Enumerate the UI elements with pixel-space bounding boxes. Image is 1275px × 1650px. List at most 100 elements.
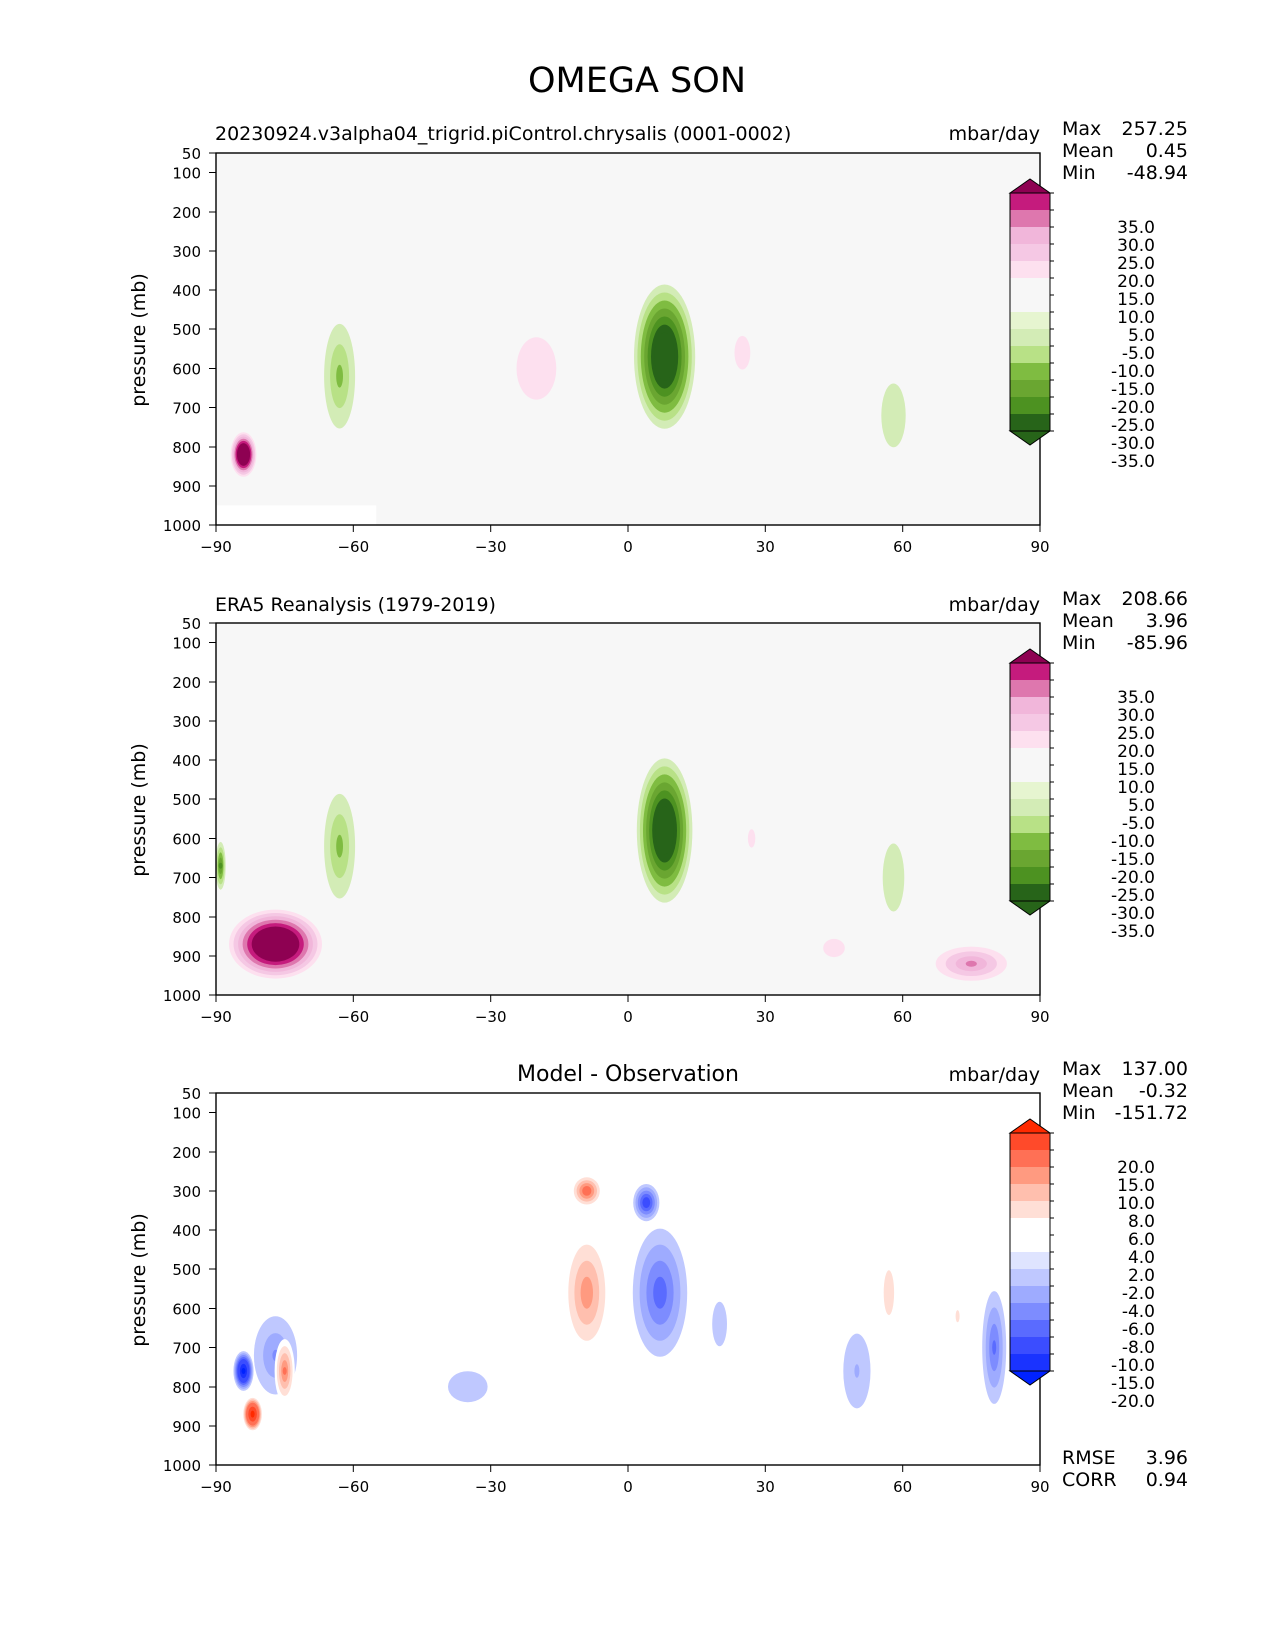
colorbar-segment xyxy=(1010,884,1050,901)
colorbar-segment xyxy=(1010,1354,1050,1371)
colorbar-level-label: -30.0 xyxy=(1111,904,1155,924)
colorbar-segment xyxy=(1010,346,1050,363)
colorbar-segment xyxy=(1010,397,1050,414)
colorbar-segment xyxy=(1010,714,1050,731)
panel-diff-x-axis: −90 −60 −30 0 30 60 90 xyxy=(200,1465,1050,1496)
x-tick-label: −30 xyxy=(475,1008,507,1026)
contour-region xyxy=(882,843,905,912)
colorbar-level-label: -35.0 xyxy=(1111,452,1155,472)
contour-region xyxy=(959,338,966,367)
colorbar-level-label: 10.0 xyxy=(1117,778,1155,798)
panel-model-y-axis: 50 100 200 300 400 500 600 700 800 900 1… xyxy=(163,145,216,535)
colorbar-level-label: 30.0 xyxy=(1117,706,1155,726)
colorbar-level-label: 30.0 xyxy=(1117,236,1155,256)
colorbar-segment xyxy=(1010,680,1050,697)
y-tick-label: 600 xyxy=(172,1301,201,1319)
colorbar-level-label: -25.0 xyxy=(1111,416,1155,436)
colorbar-segment xyxy=(1010,748,1050,765)
panel-model-colorbar xyxy=(1008,178,1054,446)
missing-data-mask xyxy=(216,505,377,525)
colorbar-level-label: -20.0 xyxy=(1111,1392,1155,1412)
colorbar-segment xyxy=(1010,1252,1050,1269)
panel-diff-ylabel: pressure (mb) xyxy=(128,1213,150,1347)
y-tick-label: 100 xyxy=(172,635,201,653)
y-tick-label: 600 xyxy=(172,361,201,379)
colorbar-level-label: -6.0 xyxy=(1122,1320,1155,1340)
colorbar-segment xyxy=(1010,1133,1050,1150)
colorbar-level-label: 5.0 xyxy=(1128,796,1155,816)
colorbar-segment xyxy=(1010,816,1050,833)
colorbar-level-label: 15.0 xyxy=(1117,760,1155,780)
panel-obs-ylabel: pressure (mb) xyxy=(128,743,150,877)
y-tick-label: 200 xyxy=(172,1144,201,1162)
colorbar-segment xyxy=(1010,1235,1050,1252)
contour-region xyxy=(506,805,567,887)
colorbar-segment xyxy=(1010,850,1050,867)
panel-model-field xyxy=(216,232,1040,525)
contour-region xyxy=(336,364,343,388)
contour-region xyxy=(250,1410,255,1418)
colorbar-level-label: 2.0 xyxy=(1128,1266,1155,1286)
x-tick-label: −90 xyxy=(200,538,232,556)
colorbar-segment xyxy=(1010,193,1050,210)
panel-obs-colorbar-labels: 35.0 30.0 25.0 20.0 15.0 10.0 5.0 -5.0 -… xyxy=(1111,688,1155,942)
x-tick-label: 90 xyxy=(1030,1478,1049,1496)
panel-diff-colorbar xyxy=(1008,1118,1054,1386)
panel-model-units: mbar/day xyxy=(949,123,1040,145)
panel-diff-min-value: -151.72 xyxy=(1115,1102,1188,1124)
contour-region xyxy=(236,443,251,466)
colorbar-level-label: 25.0 xyxy=(1117,724,1155,744)
y-tick-label: 500 xyxy=(172,791,201,809)
colorbar-level-label: 25.0 xyxy=(1117,254,1155,274)
colorbar-level-label: -35.0 xyxy=(1111,922,1155,942)
panel-obs-mean-label: Mean xyxy=(1062,610,1114,632)
contour-region xyxy=(747,829,756,848)
panel-diff-min-label: Min xyxy=(1062,1102,1096,1124)
colorbar-segment xyxy=(1010,1303,1050,1320)
colorbar-segment xyxy=(1010,867,1050,884)
y-tick-label: 50 xyxy=(182,145,201,163)
colorbar-segment xyxy=(1010,1320,1050,1337)
y-tick-label: 800 xyxy=(172,909,201,927)
colorbar-segment xyxy=(1010,1184,1050,1201)
colorbar-level-label: -10.0 xyxy=(1111,1356,1155,1376)
contour-region xyxy=(241,1368,246,1374)
contour-region xyxy=(734,335,751,370)
panel-diff-colorbar-labels: 20.0 15.0 10.0 8.0 6.0 4.0 2.0 -2.0 -4.0… xyxy=(1111,1158,1155,1412)
colorbar-level-label: 4.0 xyxy=(1128,1248,1155,1268)
x-tick-label: −30 xyxy=(475,1478,507,1496)
colorbar-segment xyxy=(1010,765,1050,782)
contour-region xyxy=(526,1287,547,1346)
panel-obs: ERA5 Reanalysis (1979-2019) mbar/day Max… xyxy=(128,588,1188,1026)
colorbar-segment xyxy=(1010,380,1050,397)
panel-model-mean-label: Mean xyxy=(1062,140,1114,162)
colorbar-segment xyxy=(1010,261,1050,278)
panel-model-x-axis: −90 −60 −30 0 30 60 90 xyxy=(200,525,1050,556)
panel-diff-corr-value: 0.94 xyxy=(1146,1469,1188,1491)
colorbar-level-label: -20.0 xyxy=(1111,398,1155,418)
x-tick-label: 60 xyxy=(893,1008,912,1026)
panel-obs-max-label: Max xyxy=(1062,588,1101,610)
contour-region xyxy=(516,337,557,400)
y-tick-label: 1000 xyxy=(163,517,201,535)
colorbar-level-label: -25.0 xyxy=(1111,886,1155,906)
x-tick-label: 0 xyxy=(623,1008,633,1026)
panel-obs-min-value: -85.96 xyxy=(1127,632,1188,654)
panel-obs-plot-bg xyxy=(216,623,1040,995)
y-tick-label: 500 xyxy=(172,321,201,339)
colorbar-level-label: -15.0 xyxy=(1111,380,1155,400)
x-tick-label: −60 xyxy=(337,538,369,556)
y-tick-label: 600 xyxy=(172,831,201,849)
panel-obs-title: ERA5 Reanalysis (1979-2019) xyxy=(215,594,496,616)
contour-region xyxy=(271,857,298,914)
colorbar-level-label: 5.0 xyxy=(1128,326,1155,346)
panel-obs-x-axis: −90 −60 −30 0 30 60 90 xyxy=(200,995,1050,1026)
contour-region xyxy=(653,1276,667,1309)
y-tick-label: 700 xyxy=(172,1340,201,1358)
panel-model-title: 20230924.v3alpha04_trigrid.piControl.chr… xyxy=(215,123,791,145)
x-tick-label: 90 xyxy=(1030,538,1049,556)
y-tick-label: 400 xyxy=(172,282,201,300)
x-tick-label: 0 xyxy=(623,538,633,556)
colorbar-level-label: 20.0 xyxy=(1117,742,1155,762)
